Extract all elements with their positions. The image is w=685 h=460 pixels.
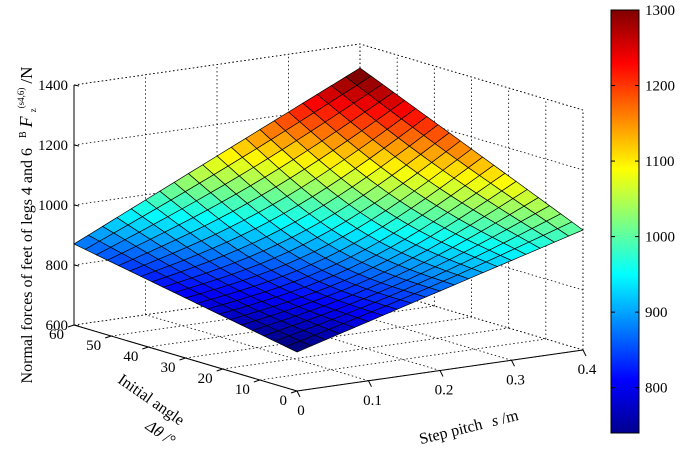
colorbar-tick-label: 1300 (645, 3, 675, 19)
z-tick-mark (73, 84, 80, 87)
y-tick-label: 10 (235, 382, 250, 398)
z-tick-mark (73, 204, 80, 207)
x-axis-label-unit: /m (500, 407, 521, 428)
surface-patch (284, 340, 313, 353)
x-tick-label: 0.1 (363, 393, 382, 409)
x-axis-label-text: Step pitch (418, 416, 485, 448)
y-tick-mark (142, 346, 149, 350)
z-tick-mark (73, 144, 80, 147)
x-axis-label-symbol: s (490, 412, 500, 430)
y-axis-label: Initial angle Δθ /° (102, 371, 191, 450)
y-tick-label: 30 (161, 360, 176, 376)
z-axis-label-subsup: (s4,6) (16, 88, 26, 109)
z-tick-mark (73, 324, 80, 327)
y-tick-mark (67, 324, 75, 328)
x-axis-label: Step pitch s /m (418, 407, 521, 448)
y-tick-mark (179, 357, 186, 361)
y-tick-mark (253, 379, 260, 383)
grid-line (259, 338, 546, 381)
z-tick-mark (73, 264, 80, 267)
z-axis-label-sup: B (18, 131, 29, 138)
x-tick-mark (439, 370, 444, 377)
y-tick-label: 40 (123, 349, 138, 365)
y-tick-label: 60 (49, 327, 64, 343)
z-axis-label-unit: /N (17, 67, 36, 84)
svg-text:Step pitch s /m: Step pitch s /m (418, 407, 521, 448)
y-axis-label-unit: /° (160, 430, 179, 450)
y-tick-label: 50 (86, 338, 101, 354)
svg-text:Normal forces of feet of legs: Normal forces of feet of legs 4 and 6 B … (11, 67, 40, 384)
z-tick-label: 800 (46, 258, 69, 274)
z-axis-label-text: Normal forces of feet of legs 4 and 6 (19, 148, 36, 383)
colorbar-tick-label: 1000 (645, 230, 675, 246)
grid-line (222, 327, 509, 370)
y-tick-label: 20 (198, 371, 213, 387)
frame-edge (359, 43, 584, 111)
tick-labels: 600 800 1000 1200 1400 0 0.1 0.2 0.3 0.4 0 10 20 30 40… (38, 78, 597, 419)
colorbar-tick-label: 1100 (645, 154, 674, 170)
colorbar-tick-label: 900 (645, 305, 668, 321)
z-axis-label-sub: z (28, 108, 38, 112)
z-axis-label-symbol: F (16, 115, 36, 128)
colorbar-tick-label: 800 (645, 381, 668, 397)
x-tick-mark (296, 390, 301, 398)
grid-line (359, 103, 584, 171)
x-tick-label: 0.4 (578, 362, 597, 378)
z-tick-label: 1200 (38, 138, 68, 154)
y-tick-label: 0 (280, 393, 288, 409)
x-tick-label: 0.3 (506, 372, 525, 388)
z-tick-label: 1000 (38, 198, 68, 214)
colorbar-tick-label: 1200 (645, 79, 675, 95)
colorbar (610, 9, 640, 434)
x-tick-label: 0 (297, 403, 305, 419)
y-tick-mark (216, 368, 223, 372)
x-tick-mark (368, 380, 372, 387)
z-tick-label: 1400 (38, 78, 68, 94)
y-tick-mark (290, 390, 298, 394)
z-axis-label: Normal forces of feet of legs 4 and 6 B … (11, 67, 40, 384)
colorbar-ticks: 800 900 1000 1100 1200 1300 (611, 3, 675, 397)
y-axis-label-symbol: Δθ (142, 417, 167, 441)
frame-edge (73, 43, 361, 86)
x-tick-label: 0.2 (435, 383, 454, 399)
surface-mesh (73, 67, 584, 353)
y-tick-mark (105, 335, 112, 339)
z-tick-label: 600 (46, 318, 69, 334)
svg-text:Initial angle Δθ /: Initial angle Δθ /° (102, 371, 191, 450)
x-tick-mark (511, 360, 515, 367)
x-tick-mark (582, 349, 587, 357)
